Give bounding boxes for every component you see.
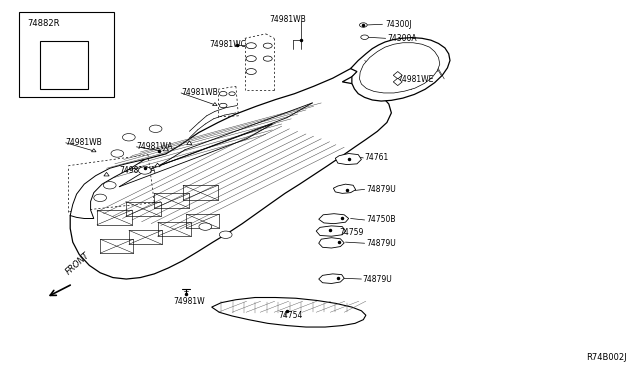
Circle shape bbox=[263, 56, 272, 61]
Polygon shape bbox=[104, 172, 109, 176]
Text: 74981WB: 74981WB bbox=[269, 15, 306, 23]
Circle shape bbox=[94, 194, 106, 202]
Polygon shape bbox=[319, 214, 349, 224]
Polygon shape bbox=[351, 38, 450, 101]
Polygon shape bbox=[333, 184, 356, 193]
Text: FRONT: FRONT bbox=[64, 250, 92, 276]
Polygon shape bbox=[163, 147, 168, 151]
Polygon shape bbox=[187, 141, 192, 145]
Polygon shape bbox=[155, 163, 160, 167]
Polygon shape bbox=[70, 55, 392, 279]
Polygon shape bbox=[319, 238, 344, 248]
Circle shape bbox=[220, 92, 227, 96]
Text: 74981WC: 74981WC bbox=[210, 41, 246, 49]
Polygon shape bbox=[335, 154, 362, 164]
Text: R74B002J: R74B002J bbox=[586, 353, 627, 362]
Polygon shape bbox=[394, 78, 402, 86]
Polygon shape bbox=[316, 226, 346, 236]
Polygon shape bbox=[360, 43, 440, 93]
Text: 74981WB: 74981WB bbox=[181, 89, 218, 97]
Circle shape bbox=[220, 231, 232, 238]
Circle shape bbox=[246, 56, 256, 62]
Text: 74981WB: 74981WB bbox=[66, 138, 102, 147]
Polygon shape bbox=[319, 274, 344, 283]
Circle shape bbox=[199, 223, 212, 230]
Text: 74300A: 74300A bbox=[388, 34, 417, 43]
Text: 74879U: 74879U bbox=[363, 275, 392, 283]
Circle shape bbox=[263, 43, 272, 48]
Text: 74981WA: 74981WA bbox=[136, 142, 173, 151]
Circle shape bbox=[111, 150, 124, 157]
Text: 74879U: 74879U bbox=[366, 239, 396, 248]
Text: 74300J: 74300J bbox=[385, 20, 412, 29]
Text: 74761: 74761 bbox=[365, 153, 389, 163]
Text: 74754: 74754 bbox=[278, 311, 303, 320]
Text: 74981WE: 74981WE bbox=[397, 75, 434, 84]
Circle shape bbox=[246, 43, 256, 49]
Polygon shape bbox=[92, 149, 96, 152]
Polygon shape bbox=[212, 103, 217, 106]
Polygon shape bbox=[40, 41, 88, 89]
Text: 74981W: 74981W bbox=[173, 297, 205, 306]
Text: 74750B: 74750B bbox=[366, 215, 396, 224]
Polygon shape bbox=[212, 298, 366, 327]
Circle shape bbox=[103, 182, 116, 189]
Polygon shape bbox=[19, 13, 113, 97]
Text: 74882R: 74882R bbox=[27, 19, 60, 28]
Text: 74759: 74759 bbox=[339, 228, 364, 237]
Polygon shape bbox=[70, 160, 145, 218]
Circle shape bbox=[229, 92, 236, 96]
Text: 74981WA: 74981WA bbox=[119, 166, 156, 174]
Circle shape bbox=[122, 134, 135, 141]
Circle shape bbox=[220, 103, 227, 108]
Circle shape bbox=[138, 167, 151, 174]
Circle shape bbox=[246, 68, 256, 74]
Circle shape bbox=[149, 125, 162, 132]
Polygon shape bbox=[394, 71, 402, 79]
Text: 74879U: 74879U bbox=[366, 185, 396, 194]
Circle shape bbox=[360, 23, 367, 27]
Circle shape bbox=[361, 35, 369, 39]
